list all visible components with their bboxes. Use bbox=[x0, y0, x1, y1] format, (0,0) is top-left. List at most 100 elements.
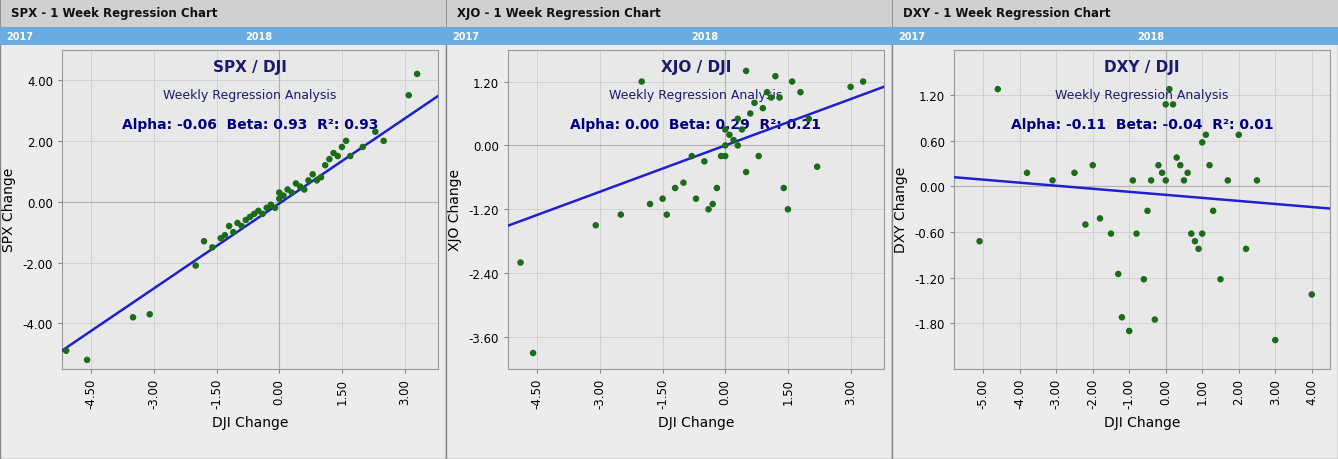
Point bbox=[1042, 177, 1064, 185]
Point bbox=[1112, 314, 1133, 321]
Point bbox=[310, 174, 332, 182]
Point bbox=[969, 238, 990, 246]
Text: DXY / DJI: DXY / DJI bbox=[1104, 60, 1180, 75]
Point bbox=[336, 138, 357, 145]
Point bbox=[326, 153, 348, 160]
Point bbox=[685, 196, 706, 203]
Point bbox=[693, 158, 714, 166]
Point bbox=[252, 211, 273, 218]
Point bbox=[744, 100, 765, 107]
Point bbox=[55, 347, 76, 355]
Point bbox=[1180, 230, 1202, 238]
Point bbox=[1235, 246, 1256, 253]
Point bbox=[122, 314, 143, 321]
Point bbox=[397, 92, 419, 100]
Point bbox=[285, 180, 306, 188]
Point bbox=[332, 144, 353, 151]
Point bbox=[210, 235, 231, 242]
Point bbox=[1199, 162, 1220, 169]
Point bbox=[1082, 162, 1104, 169]
Point bbox=[1301, 291, 1322, 298]
Point bbox=[760, 95, 781, 102]
Point bbox=[719, 132, 740, 139]
Text: 2017: 2017 bbox=[452, 32, 480, 42]
Point bbox=[302, 171, 324, 179]
Point bbox=[1119, 328, 1140, 335]
Point bbox=[773, 185, 795, 192]
Point bbox=[710, 153, 732, 160]
Point bbox=[510, 259, 531, 267]
Point bbox=[723, 137, 744, 145]
Text: 2018: 2018 bbox=[692, 32, 719, 42]
Point bbox=[1203, 207, 1224, 215]
Point bbox=[218, 223, 240, 230]
Text: SPX / DJI: SPX / DJI bbox=[213, 60, 286, 75]
Point bbox=[1123, 177, 1144, 185]
Point bbox=[202, 244, 223, 252]
Point bbox=[1155, 177, 1176, 185]
Point bbox=[298, 177, 320, 185]
Point bbox=[1152, 170, 1173, 177]
Text: XJO / DJI: XJO / DJI bbox=[661, 60, 731, 75]
Point bbox=[840, 84, 862, 91]
Point bbox=[269, 190, 290, 197]
Point bbox=[1125, 230, 1147, 238]
X-axis label: DJI Change: DJI Change bbox=[211, 415, 288, 430]
Text: Weekly Regression Analysis: Weekly Regression Analysis bbox=[163, 89, 337, 102]
Point bbox=[1089, 215, 1111, 223]
Text: 2018: 2018 bbox=[245, 32, 273, 42]
Point bbox=[293, 186, 314, 194]
Text: 2017: 2017 bbox=[7, 32, 33, 42]
Point bbox=[269, 196, 290, 203]
Point bbox=[732, 127, 753, 134]
Point bbox=[306, 177, 328, 185]
Point bbox=[235, 217, 257, 224]
Point bbox=[714, 142, 736, 150]
Text: Weekly Regression Analysis: Weekly Regression Analysis bbox=[609, 89, 783, 102]
Text: XJO - 1 Week Regression Chart: XJO - 1 Week Regression Chart bbox=[456, 7, 661, 21]
Point bbox=[777, 206, 799, 213]
Point bbox=[681, 153, 702, 160]
Point bbox=[256, 205, 277, 212]
Point bbox=[365, 129, 387, 136]
Point bbox=[736, 169, 757, 176]
Point bbox=[752, 105, 773, 112]
Point bbox=[1133, 276, 1155, 283]
Point bbox=[265, 205, 286, 212]
Y-axis label: XJO Change: XJO Change bbox=[447, 169, 462, 251]
Point bbox=[1155, 101, 1176, 109]
Point bbox=[656, 212, 677, 219]
Point bbox=[1144, 316, 1165, 324]
Point bbox=[1218, 177, 1239, 185]
Point bbox=[407, 71, 428, 78]
Point bbox=[1192, 140, 1214, 147]
Point bbox=[765, 73, 787, 81]
Point bbox=[673, 179, 694, 187]
Point bbox=[1195, 132, 1216, 139]
Point bbox=[1108, 271, 1129, 278]
Point bbox=[714, 127, 736, 134]
Point bbox=[76, 357, 98, 364]
Text: Alpha: 0.00  Beta: 0.29  R²: 0.21: Alpha: 0.00 Beta: 0.29 R²: 0.21 bbox=[570, 118, 822, 131]
Text: 2017: 2017 bbox=[899, 32, 926, 42]
Y-axis label: DXY Change: DXY Change bbox=[894, 167, 907, 253]
Point bbox=[185, 263, 206, 270]
Point bbox=[289, 184, 310, 191]
Point bbox=[714, 153, 736, 160]
Point bbox=[193, 238, 214, 246]
Text: 2018: 2018 bbox=[1137, 32, 1164, 42]
Point bbox=[1165, 155, 1187, 162]
Point bbox=[652, 196, 673, 203]
Point bbox=[1246, 177, 1267, 185]
Point bbox=[322, 150, 344, 157]
Text: Alpha: -0.11  Beta: -0.04  R²: 0.01: Alpha: -0.11 Beta: -0.04 R²: 0.01 bbox=[1010, 118, 1274, 131]
Point bbox=[1148, 162, 1169, 169]
Point bbox=[640, 201, 661, 208]
Point bbox=[807, 164, 828, 171]
Point bbox=[139, 311, 161, 318]
Point bbox=[1100, 230, 1121, 238]
Point bbox=[769, 95, 791, 102]
Point bbox=[987, 86, 1009, 94]
Point bbox=[373, 138, 395, 145]
Text: Alpha: -0.06  Beta: 0.93  R²: 0.93: Alpha: -0.06 Beta: 0.93 R²: 0.93 bbox=[122, 118, 379, 131]
